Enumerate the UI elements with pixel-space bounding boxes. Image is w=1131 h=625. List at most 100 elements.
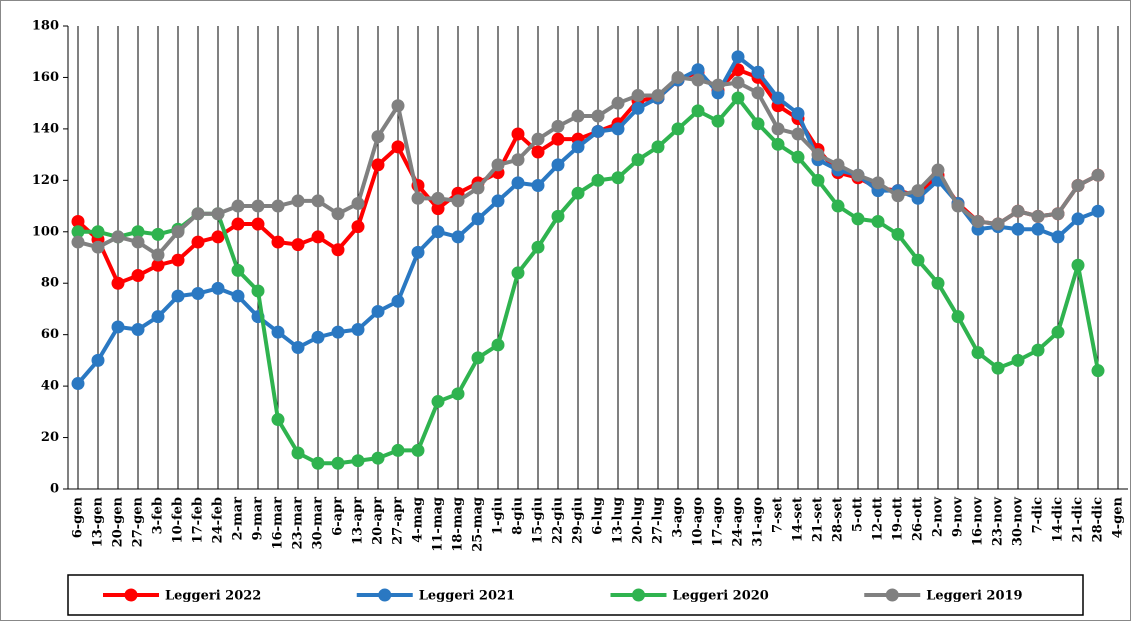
data-point <box>591 109 605 123</box>
x-tick-label: 12-ott <box>871 497 886 541</box>
data-point <box>331 243 345 257</box>
data-point <box>211 281 225 295</box>
data-point <box>591 124 605 138</box>
y-tick-label: 120 <box>32 173 59 188</box>
x-tick-label: 2-nov <box>931 497 946 538</box>
x-tick-label: 24-feb <box>211 497 226 543</box>
data-point <box>811 173 825 187</box>
x-tick-label: 6-lug <box>591 497 606 535</box>
data-point <box>131 235 145 249</box>
x-tick-label: 26-ott <box>911 497 926 541</box>
data-point <box>291 194 305 208</box>
y-tick-label: 20 <box>41 430 59 445</box>
data-point <box>691 63 705 77</box>
y-tick-label: 160 <box>32 70 59 85</box>
data-point <box>71 235 85 249</box>
data-point <box>1091 364 1105 378</box>
data-point <box>351 220 365 234</box>
data-point <box>471 181 485 195</box>
data-point <box>831 199 845 213</box>
x-tick-label: 14-set <box>791 497 806 542</box>
data-point <box>271 413 285 427</box>
data-point <box>551 132 565 146</box>
data-point <box>751 65 765 79</box>
legend-marker <box>885 588 899 602</box>
x-tick-label: 31-ago <box>751 497 766 547</box>
data-point <box>111 320 125 334</box>
x-tick-label: 20-apr <box>371 497 386 545</box>
data-point <box>91 240 105 254</box>
data-point <box>351 454 365 468</box>
x-tick-label: 4-mag <box>411 497 426 543</box>
data-point <box>171 289 185 303</box>
data-point <box>1031 222 1045 236</box>
data-point <box>911 184 925 198</box>
data-point <box>231 289 245 303</box>
data-point <box>171 225 185 239</box>
data-point <box>91 225 105 239</box>
x-tick-label: 2-mar <box>231 497 246 541</box>
y-tick-label: 0 <box>50 482 59 497</box>
data-point <box>631 88 645 102</box>
data-point <box>851 168 865 182</box>
data-point <box>531 132 545 146</box>
x-tick-label: 25-mag <box>471 497 486 552</box>
data-point <box>491 338 505 352</box>
data-point <box>351 196 365 210</box>
x-tick-label: 9-mar <box>251 497 266 541</box>
data-point <box>391 140 405 154</box>
data-point <box>451 230 465 244</box>
data-point <box>611 122 625 136</box>
data-point <box>711 78 725 92</box>
data-point <box>351 323 365 337</box>
data-point <box>371 305 385 319</box>
x-tick-label: 15-giu <box>531 497 546 544</box>
data-point <box>631 153 645 167</box>
data-point <box>651 140 665 154</box>
data-point <box>731 76 745 90</box>
x-tick-label: 17-feb <box>191 497 206 543</box>
x-tick-label: 4-gen <box>1111 496 1126 538</box>
data-point <box>531 145 545 159</box>
data-point <box>231 263 245 277</box>
data-point <box>1091 168 1105 182</box>
data-point <box>471 351 485 365</box>
data-point <box>451 387 465 401</box>
data-point <box>191 235 205 249</box>
data-point <box>331 207 345 221</box>
data-point <box>91 353 105 367</box>
data-point <box>771 137 785 151</box>
data-point <box>611 171 625 185</box>
data-point <box>371 130 385 144</box>
data-point <box>591 173 605 187</box>
data-point <box>211 207 225 221</box>
data-point <box>911 253 925 267</box>
data-point <box>291 238 305 252</box>
data-point <box>711 114 725 128</box>
y-tick-label: 180 <box>32 19 59 34</box>
x-tick-label: 10-ago <box>691 497 706 547</box>
x-tick-label: 5-ott <box>851 497 866 532</box>
x-tick-label: 21-set <box>811 497 826 542</box>
legend-label: Leggeri 2019 <box>926 589 1022 604</box>
data-point <box>931 163 945 177</box>
data-point <box>131 323 145 337</box>
data-point <box>1051 230 1065 244</box>
data-point <box>1091 204 1105 218</box>
data-point <box>731 50 745 64</box>
data-point <box>951 199 965 213</box>
data-point <box>251 284 265 298</box>
data-point <box>551 158 565 172</box>
data-point <box>991 217 1005 231</box>
data-point <box>671 70 685 84</box>
x-tick-label: 1-giu <box>491 497 506 535</box>
data-point <box>511 127 525 141</box>
data-point <box>491 194 505 208</box>
y-tick-label: 60 <box>41 327 59 342</box>
data-point <box>151 227 165 241</box>
data-point <box>131 269 145 283</box>
data-point <box>291 446 305 460</box>
data-point <box>271 235 285 249</box>
